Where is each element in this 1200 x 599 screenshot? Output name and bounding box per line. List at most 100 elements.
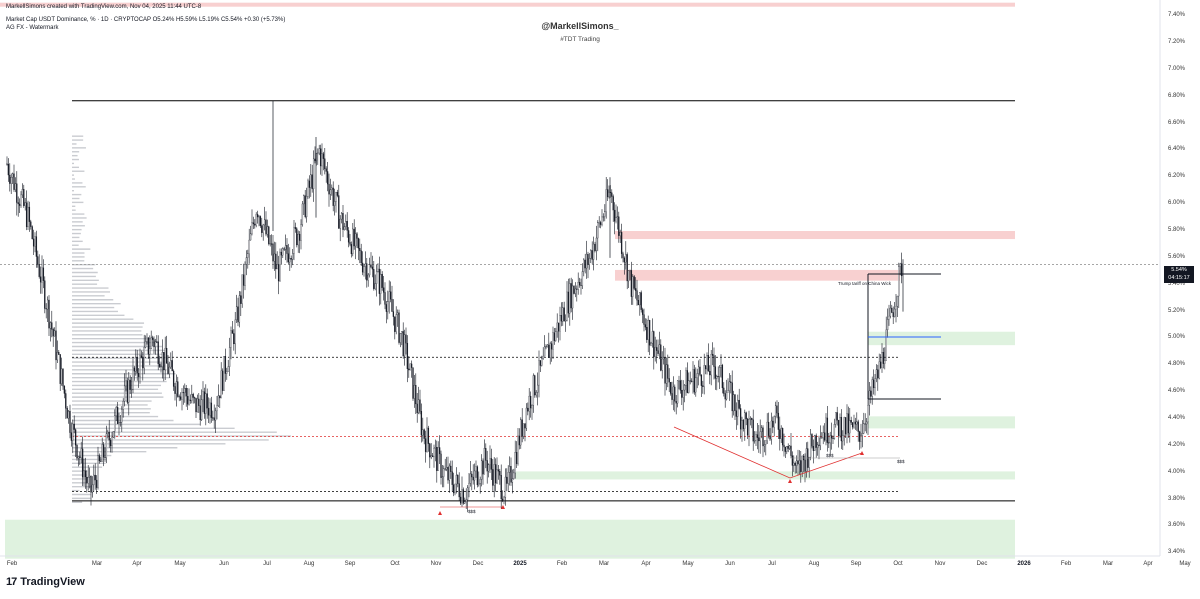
candle-body: [844, 417, 847, 435]
time-axis-label: Sep: [850, 561, 862, 567]
candle-body: [497, 469, 500, 472]
candle-body: [506, 476, 508, 484]
candle-body: [9, 174, 11, 184]
candle-body: [220, 370, 222, 399]
symbol-legend[interactable]: Market Cap USDT Dominance, % · 1D · CRYP…: [6, 17, 286, 23]
candle-body: [119, 422, 122, 424]
candle-body: [514, 452, 516, 474]
candle-body: [399, 333, 402, 343]
candle-body: [445, 467, 448, 470]
candle-body: [13, 173, 15, 190]
candle-body: [585, 253, 588, 269]
candle-body: [500, 475, 502, 500]
candle-body: [571, 285, 574, 309]
candle-body: [496, 469, 498, 484]
candle-body: [774, 405, 777, 417]
candle-body: [87, 477, 89, 484]
candle-body: [598, 222, 600, 224]
candle-body: [112, 431, 115, 438]
swing-low-marker: [501, 505, 505, 509]
tradingview-logo[interactable]: 17 TradingView: [6, 576, 85, 588]
liquidity-label[interactable]: $$$: [468, 509, 476, 514]
candle-body: [706, 355, 708, 370]
candle-body: [303, 195, 305, 205]
candle-body: [228, 347, 231, 367]
candle-body: [469, 473, 472, 484]
candle-body: [179, 396, 182, 400]
candle-body: [654, 347, 656, 357]
candle-body: [489, 458, 491, 465]
candle-body: [58, 352, 60, 355]
candle-body: [20, 194, 22, 206]
candle-body: [434, 446, 437, 449]
candle-body: [156, 341, 158, 343]
candle-body: [133, 367, 136, 372]
time-axis-label: Oct: [390, 561, 400, 567]
candle-body: [643, 314, 645, 325]
candle-body: [739, 408, 742, 430]
candle-body: [238, 295, 241, 323]
candle-body: [836, 412, 838, 421]
candle-body: [382, 287, 385, 293]
indicator-legend[interactable]: AG FX - Watermark: [6, 25, 59, 31]
candle-body: [280, 251, 283, 256]
candle-body: [682, 389, 684, 398]
candle-body: [655, 347, 658, 351]
candle-body: [641, 309, 644, 315]
candle-body: [476, 466, 479, 486]
price-axis-label: 4.00%: [1168, 468, 1186, 475]
candle-body: [608, 191, 610, 198]
candle-body: [662, 357, 665, 360]
candle-body: [198, 398, 200, 406]
candle-body: [342, 213, 344, 230]
candle-body: [272, 243, 274, 262]
candle-body: [762, 427, 764, 447]
candle-body: [877, 369, 879, 379]
candle-body: [626, 254, 628, 282]
candle-body: [658, 344, 661, 354]
levels-layer: [0, 100, 1160, 502]
candle-body: [389, 291, 392, 300]
zone-box: [5, 519, 1015, 559]
candle-body: [343, 226, 346, 230]
candle-body: [447, 467, 449, 481]
price-axis-label: 6.00%: [1168, 200, 1186, 207]
candle-body: [178, 396, 180, 398]
candle-body: [814, 435, 816, 451]
candle-body: [787, 446, 789, 449]
candle-body: [767, 421, 770, 436]
candle-body: [618, 216, 620, 236]
candle-body: [95, 479, 98, 488]
candle-body: [417, 399, 420, 414]
watermark-handle: @MarkellSimons_: [541, 21, 619, 31]
candle-body: [107, 431, 109, 434]
candle-body: [209, 402, 211, 416]
candle-body: [233, 333, 235, 345]
liquidity-label[interactable]: $$$: [897, 459, 905, 464]
liquidity-label[interactable]: $$$: [826, 453, 834, 458]
candle-body: [364, 263, 367, 267]
candle-body: [900, 263, 903, 277]
candle-body: [759, 431, 761, 442]
candle-body: [69, 410, 71, 433]
candle-body: [240, 295, 242, 304]
candle-body: [368, 264, 371, 276]
candle-body: [517, 435, 519, 464]
candle-body: [325, 168, 327, 172]
candle-body: [837, 420, 840, 436]
candle-body: [508, 466, 511, 473]
candle-body: [709, 371, 711, 376]
candle-body: [70, 432, 73, 441]
candle-body: [622, 253, 624, 259]
candle-body: [770, 420, 773, 440]
tariff-annotation[interactable]: Trump tariff on China Wick: [838, 281, 892, 286]
candle-body: [361, 262, 364, 273]
candle-body: [700, 374, 703, 386]
candle-body: [139, 355, 141, 377]
candle-body: [549, 343, 551, 358]
candle-body: [16, 183, 18, 203]
candle-body: [413, 385, 416, 399]
candle-body: [366, 263, 368, 281]
candle-body: [606, 189, 609, 198]
